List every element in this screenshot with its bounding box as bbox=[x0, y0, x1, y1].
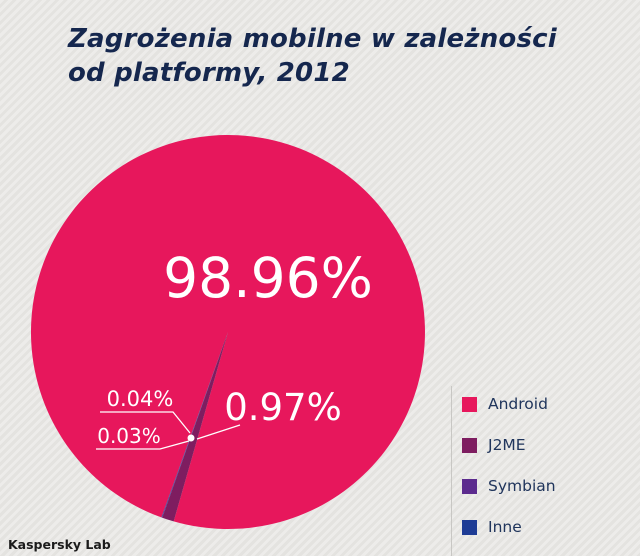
legend-item-symbian: Symbian bbox=[462, 477, 556, 495]
pie-slice-symbian bbox=[161, 332, 228, 518]
legend: Android J2ME Symbian Inne bbox=[462, 395, 556, 556]
legend-item-inne: Inne bbox=[462, 518, 556, 536]
legend-swatch-symbian bbox=[462, 478, 477, 494]
leader-line-inne bbox=[96, 440, 190, 450]
legend-divider bbox=[451, 386, 452, 556]
leader-line-symbian bbox=[100, 411, 191, 434]
pie-slices-group bbox=[30, 134, 425, 529]
leader-dot bbox=[187, 434, 195, 442]
legend-item-j2me: J2ME bbox=[462, 436, 556, 454]
pie-slice-j2me bbox=[162, 332, 228, 522]
legend-item-android: Android bbox=[462, 395, 556, 413]
pie-slice-inne bbox=[161, 332, 228, 518]
legend-swatch-android bbox=[462, 396, 477, 412]
legend-swatch-inne bbox=[462, 519, 477, 535]
leader-line-j2me bbox=[196, 424, 241, 440]
chart-title-line2: od platformy, 2012 bbox=[68, 58, 350, 89]
legend-label-inne: Inne bbox=[488, 518, 522, 536]
pie-value-android: 98.96% bbox=[163, 246, 373, 310]
legend-label-android: Android bbox=[488, 395, 548, 413]
pie-value-inne: 0.03% bbox=[97, 424, 161, 448]
pie-value-j2me: 0.97% bbox=[224, 386, 342, 429]
pie-value-symbian: 0.04% bbox=[107, 387, 174, 411]
pie-value-labels: 98.96% 0.04% 0.03% 0.97% bbox=[97, 246, 373, 448]
pie-slice-android bbox=[30, 134, 425, 529]
legend-label-symbian: Symbian bbox=[488, 477, 556, 495]
pie-leader-lines bbox=[96, 411, 241, 450]
chart-title: Zagrożenia mobilne w zależności od platf… bbox=[68, 22, 557, 91]
legend-swatch-j2me bbox=[462, 437, 477, 453]
chart-title-line1: Zagrożenia mobilne w zależności bbox=[68, 24, 557, 54]
legend-label-j2me: J2ME bbox=[488, 436, 526, 454]
brand-text: Kaspersky Lab bbox=[8, 537, 111, 552]
